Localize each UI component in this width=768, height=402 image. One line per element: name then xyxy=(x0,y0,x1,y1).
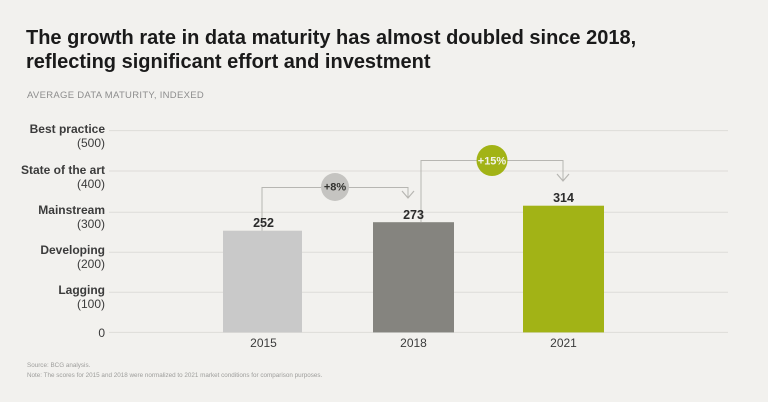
svg-text:+8%: +8% xyxy=(324,182,347,194)
svg-text:+15%: +15% xyxy=(478,156,507,168)
